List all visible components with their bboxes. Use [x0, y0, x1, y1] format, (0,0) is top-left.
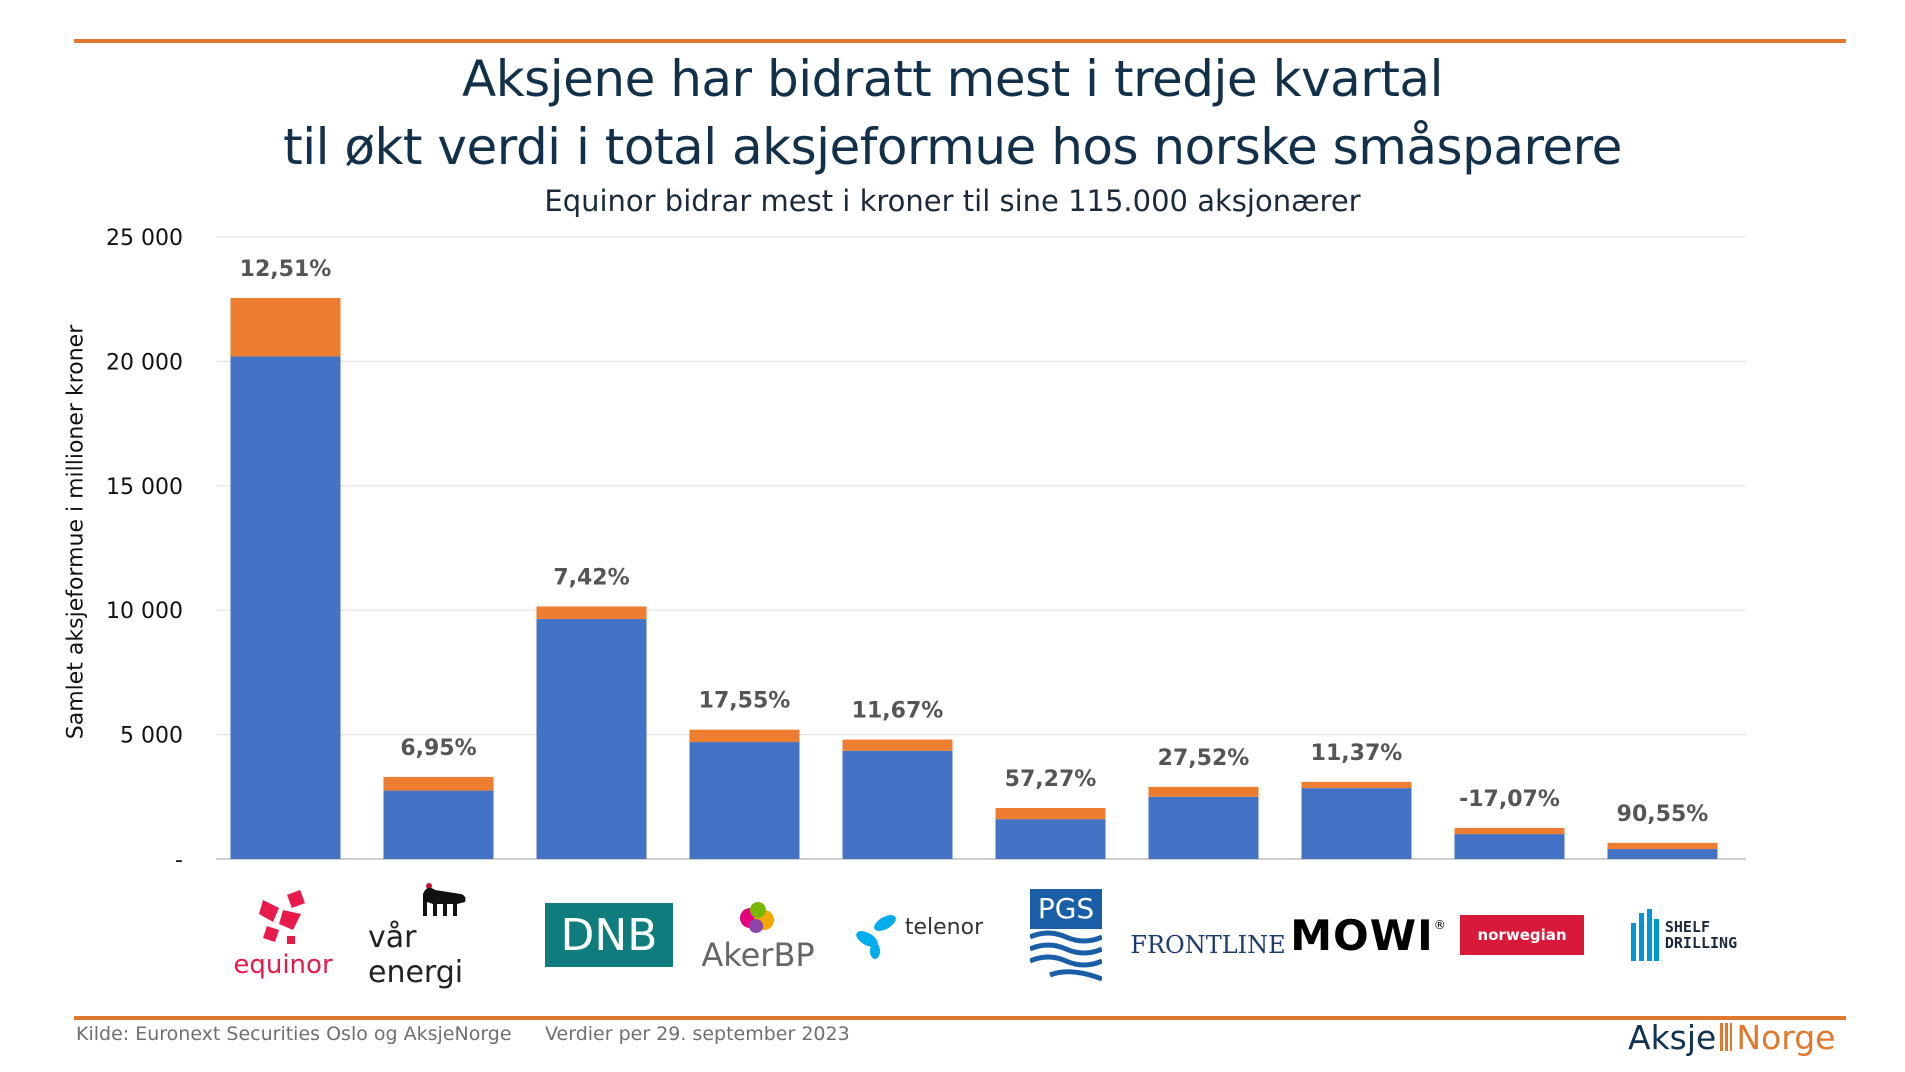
y-tick-label: 20 000: [106, 350, 183, 375]
top-accent-rule: [74, 39, 1846, 43]
y-tick-label: 25 000: [106, 226, 183, 251]
bar-data-label: 57,27%: [1005, 767, 1097, 792]
shelf-drilling-line-1: SHELF: [1664, 918, 1711, 936]
shelf-drilling-logo: SHELF DRILLING: [1622, 880, 1746, 990]
bar-base-segment: [995, 819, 1106, 859]
pgs-logo-text: PGS: [1037, 892, 1095, 925]
date-note: Verdier per 29. september 2023: [545, 1023, 850, 1045]
bar-increase-segment: [1148, 786, 1259, 797]
frontline-logo-text: FRONTLINE: [1130, 931, 1286, 959]
chart-title-line-2: til økt verdi i total aksjeformue hos no…: [283, 118, 1622, 176]
bar-base-segment: [383, 790, 494, 859]
bar-data-label: 17,55%: [699, 689, 791, 714]
bar-base-segment: [230, 356, 341, 859]
pgs-logo: PGS: [1030, 880, 1102, 990]
bar-base-segment: [1148, 796, 1259, 859]
equinor-logo-text: equinor: [233, 950, 333, 980]
bar-data-label: 90,55%: [1617, 802, 1709, 827]
bar-increase-segment: [1301, 781, 1412, 789]
bar-increase-segment: [995, 807, 1106, 820]
bar-base-segment: [1607, 849, 1718, 859]
akerbp-logo-text: AkerBP: [701, 936, 815, 974]
shelf-bars-icon: [1630, 909, 1659, 961]
source-note: Kilde: Euronext Securities Oslo og Aksje…: [76, 1023, 512, 1045]
shelf-drilling-line-2: DRILLING: [1664, 934, 1738, 952]
bar-increase-segment: [842, 739, 953, 751]
bar-base-segment: [1454, 834, 1565, 859]
bar-increase-segment: [383, 776, 494, 791]
akerbp-logo: AkerBP: [693, 880, 823, 990]
bar-data-label: 6,95%: [400, 736, 476, 761]
bar-increase-segment: [1607, 842, 1718, 850]
bar-data-label: 27,52%: [1158, 746, 1250, 771]
frontline-logo: FRONTLINE: [1128, 880, 1288, 990]
y-tick-label: 15 000: [106, 475, 183, 500]
brand-part-1: Aksje: [1628, 1018, 1717, 1057]
akerbp-mark-icon: [740, 902, 774, 933]
y-tick-label: 10 000: [106, 599, 183, 624]
bar-increase-segment: [230, 297, 341, 357]
mowi-logo-text: MOWI: [1290, 910, 1434, 960]
bar-increase-segment: [1454, 827, 1565, 835]
telenor-logo-text: telenor: [904, 914, 984, 940]
equinor-star-icon: [259, 890, 305, 944]
bar-data-label: 7,42%: [553, 565, 629, 590]
bar-data-label: -17,07%: [1459, 787, 1560, 812]
bar-base-segment: [536, 618, 647, 859]
dnb-logo-text: DNB: [545, 903, 673, 967]
y-tick-label: 5 000: [120, 724, 183, 749]
var-energi-logo: vår energi: [368, 880, 518, 990]
bar-base-segment: [1301, 788, 1412, 859]
bar-data-label: 12,51%: [240, 257, 332, 282]
bar-data-label: 11,67%: [852, 699, 944, 724]
var-energi-logo-text: vår energi: [368, 920, 464, 990]
bar-data-label: 11,37%: [1311, 741, 1403, 766]
mowi-logo: MOWI ®: [1288, 880, 1448, 990]
dnb-logo: DNB: [545, 880, 673, 990]
bar-increase-segment: [536, 606, 647, 619]
equinor-logo: equinor: [228, 880, 338, 990]
chart-title-line-1: Aksjene har bidratt mest i tredje kvarta…: [462, 50, 1443, 108]
bottom-accent-rule: [74, 1016, 1846, 1020]
bar-increase-segment: [689, 729, 800, 743]
mowi-registered-mark: ®: [1433, 918, 1446, 932]
aksjenorge-logo: Aksje Norge: [1628, 1018, 1835, 1057]
six-legged-dog-icon: [423, 883, 466, 916]
norwegian-logo: norwegian: [1460, 880, 1584, 990]
bar-base-segment: [842, 750, 953, 859]
norwegian-logo-text: norwegian: [1460, 915, 1584, 955]
telenor-propeller-icon: [856, 915, 896, 959]
chart-subtitle: Equinor bidrar mest i kroner til sine 11…: [544, 184, 1361, 218]
brand-part-2: Norge: [1736, 1018, 1836, 1057]
y-tick-label: -: [175, 848, 183, 873]
telenor-logo: telenor: [846, 880, 986, 990]
pgs-waves-icon: [1030, 889, 1102, 981]
bar-base-segment: [689, 742, 800, 859]
brand-separator-icon: [1720, 1023, 1733, 1051]
